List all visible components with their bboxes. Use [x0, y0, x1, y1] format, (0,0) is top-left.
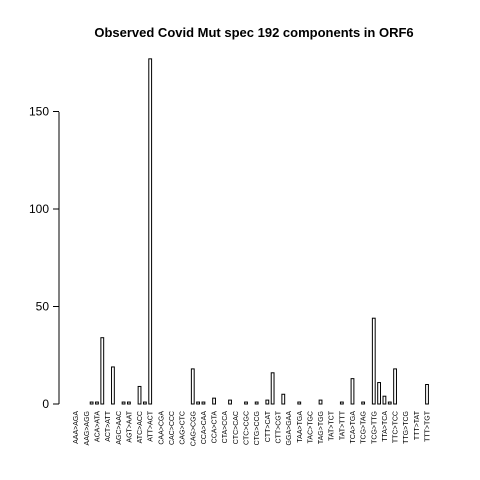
x-tick-label: CTT>CGT [275, 410, 282, 443]
bar [111, 366, 115, 405]
x-tick-label: TTC>TCC [393, 411, 400, 443]
x-tick-label: ACT>ATT [105, 410, 112, 442]
bar [95, 401, 99, 405]
x-axis-tick-labels: AAA>AGA AAG>AGG ACA>ATA ACT>ATT AGC>AAC AGT>A… [73, 410, 431, 446]
x-tick-label: TCA>TGA [350, 411, 357, 444]
x-tick-label: CAC>CCC [169, 411, 176, 445]
bar [270, 372, 275, 405]
x-tick-label: TAT>TTT [339, 410, 346, 440]
bar [196, 401, 200, 405]
x-tick-label: CAG>CGG [190, 411, 197, 446]
y-tick-label: 0 [42, 397, 49, 411]
x-tick-label: TTA>TCA [382, 411, 389, 442]
x-tick-label: CAA>CGA [158, 411, 165, 445]
bar [89, 401, 94, 405]
bar [339, 401, 344, 405]
x-tick-label: GGA>GAA [286, 411, 293, 446]
bar [393, 368, 397, 405]
y-tick-label: 100 [29, 202, 49, 216]
x-tick-label: TCG>TAG [361, 411, 368, 444]
bar [137, 385, 142, 405]
bar [377, 382, 382, 405]
bar [121, 401, 126, 405]
bar [297, 401, 302, 405]
x-tick-label: TTG>TCG [403, 411, 410, 444]
bar [127, 401, 131, 405]
x-tick-label: AAG>AGG [84, 411, 91, 445]
x-tick-label: TTT>TGT [425, 410, 432, 442]
chart-title: Observed Covid Mut spec 192 components i… [94, 25, 413, 40]
bar [244, 401, 248, 405]
bar [382, 395, 387, 405]
x-tick-label: CCA>CTA [212, 411, 219, 444]
bar [265, 399, 270, 405]
y-axis-ticks: 0 50 100 150 [29, 105, 59, 411]
bar [100, 337, 105, 405]
y-tick-label: 150 [29, 105, 49, 119]
x-tick-label: CTG>CCG [254, 411, 261, 445]
bar [142, 401, 147, 405]
x-tick-label: TCG>TTG [371, 411, 378, 444]
x-tick-label: ATT>ACT [148, 410, 155, 442]
bar [371, 317, 376, 405]
x-tick-label: CTA>CCA [222, 411, 229, 444]
bar [228, 399, 232, 405]
x-tick-label: TTT>TAT [414, 410, 421, 440]
bar [212, 397, 216, 405]
bar [425, 384, 429, 405]
bar [350, 378, 355, 405]
x-tick-label: CTC>CGC [244, 411, 251, 445]
x-tick-label: AGC>AAC [116, 411, 123, 445]
x-tick-label: TAG>TGG [318, 411, 325, 444]
bar [148, 58, 153, 405]
x-tick-label: AAA>AGA [73, 411, 80, 444]
y-tick-label: 50 [36, 300, 50, 314]
x-tick-label: CAG>CTC [180, 411, 187, 445]
bars [89, 58, 429, 405]
x-tick-label: AGT>AAT [126, 410, 133, 442]
bar [281, 393, 286, 405]
x-tick-label: CTT>CAT [265, 410, 272, 442]
x-tick-label: TAT>TCT [329, 410, 336, 441]
x-tick-label: TAA>TGA [297, 411, 304, 443]
x-tick-label: TAC>TGC [307, 411, 314, 443]
bar [387, 401, 392, 405]
bar [318, 399, 323, 405]
bar [190, 368, 195, 405]
bar [254, 401, 259, 405]
bar [201, 401, 206, 405]
x-tick-label: ACA>ATA [94, 411, 101, 442]
x-tick-label: CTC>CAC [233, 411, 240, 444]
x-tick-label: ATC>ACC [137, 411, 144, 443]
x-tick-label: CCA>CAA [201, 411, 208, 445]
bar [361, 401, 366, 405]
